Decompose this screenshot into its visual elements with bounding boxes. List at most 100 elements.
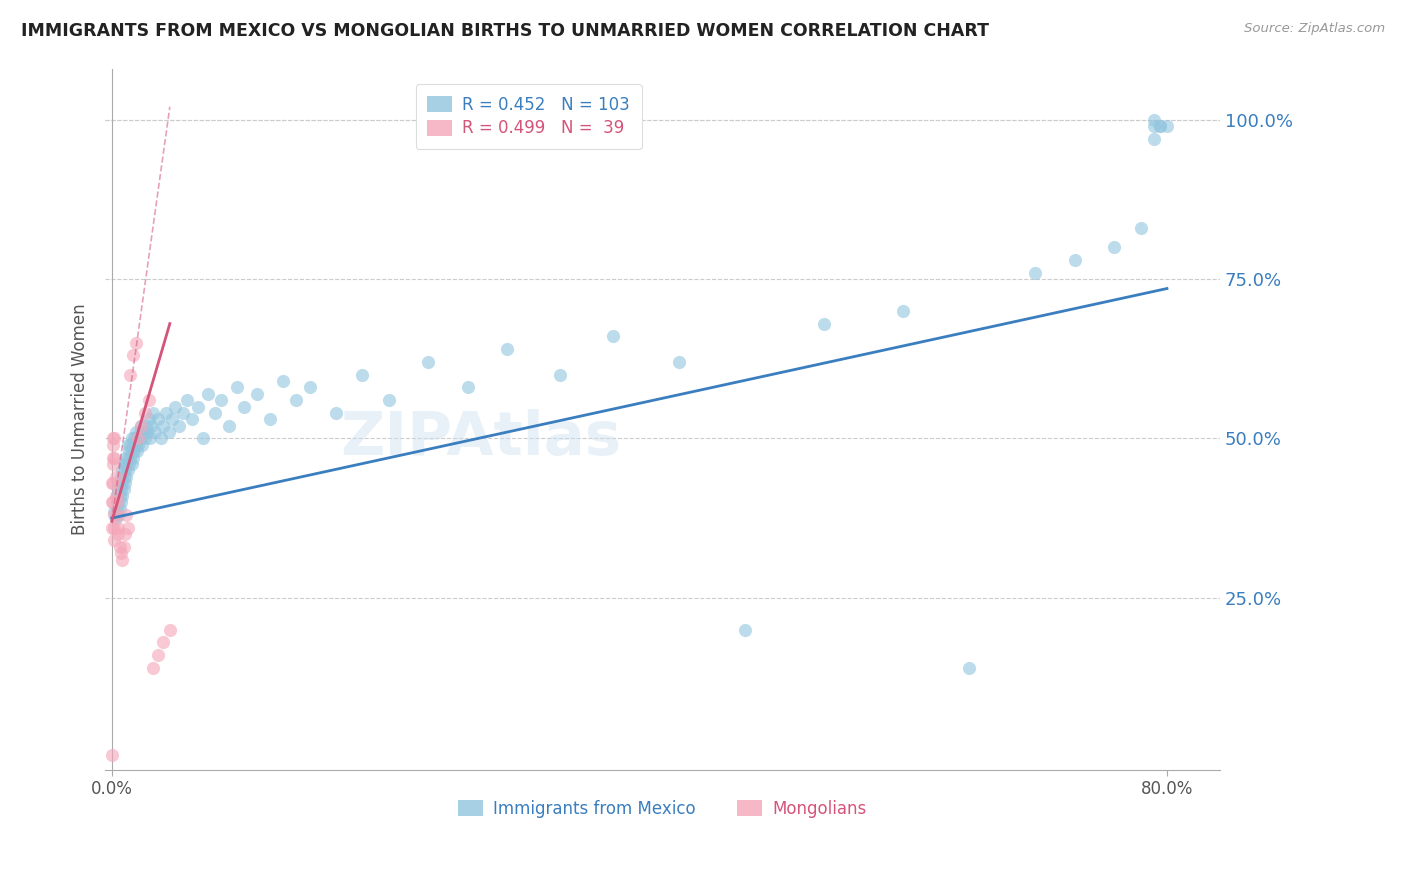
Point [120, 368, 142, 382]
Point [122, 450, 145, 465]
Point [197, 386, 219, 401]
Text: ZIPAtlas: ZIPAtlas [340, 409, 621, 468]
Point [325, 406, 347, 420]
Point [103, 431, 125, 445]
Point [112, 483, 135, 497]
Point [108, 489, 131, 503]
Point [1143, 131, 1166, 145]
Point [104, 511, 127, 525]
Point [114, 476, 136, 491]
Point [103, 533, 125, 548]
Point [105, 489, 128, 503]
Point [813, 317, 835, 331]
Point [117, 463, 139, 477]
Point [957, 661, 980, 675]
Point [117, 438, 139, 452]
Point [101, 450, 124, 465]
Point [101, 521, 124, 535]
Point [117, 450, 139, 465]
Point [1149, 119, 1171, 133]
Point [107, 527, 129, 541]
Point [107, 483, 129, 497]
Point [111, 552, 134, 566]
Point [138, 412, 160, 426]
Point [152, 635, 174, 649]
Point [101, 457, 124, 471]
Point [152, 418, 174, 433]
Point [114, 527, 136, 541]
Point [602, 329, 624, 343]
Point [115, 457, 138, 471]
Point [101, 438, 124, 452]
Point [112, 540, 135, 554]
Point [125, 431, 148, 445]
Point [186, 400, 208, 414]
Point [121, 431, 143, 445]
Point [128, 425, 150, 439]
Point [1063, 252, 1085, 267]
Point [135, 418, 157, 433]
Point [149, 431, 172, 445]
Point [110, 483, 132, 497]
Point [165, 400, 187, 414]
Point [114, 450, 136, 465]
Point [1143, 112, 1166, 127]
Point [121, 457, 143, 471]
Point [122, 349, 145, 363]
Point [115, 469, 138, 483]
Point [117, 521, 139, 535]
Point [172, 406, 194, 420]
Point [107, 495, 129, 509]
Point [110, 546, 132, 560]
Point [141, 418, 163, 433]
Point [136, 425, 159, 439]
Point [204, 406, 226, 420]
Y-axis label: Births to Unmarried Women: Births to Unmarried Women [72, 303, 89, 535]
Point [155, 406, 177, 420]
Point [118, 457, 141, 471]
Point [496, 342, 519, 356]
Point [122, 444, 145, 458]
Point [1143, 119, 1166, 133]
Point [101, 495, 124, 509]
Point [110, 469, 132, 483]
Point [378, 393, 401, 408]
Point [226, 380, 249, 394]
Point [285, 393, 308, 408]
Point [127, 438, 149, 452]
Point [120, 438, 142, 452]
Point [259, 412, 281, 426]
Point [101, 748, 124, 763]
Point [129, 418, 152, 433]
Point [1156, 119, 1178, 133]
Point [132, 425, 155, 439]
Point [124, 438, 146, 452]
Point [129, 431, 152, 445]
Point [134, 406, 156, 420]
Point [548, 368, 571, 382]
Legend: Immigrants from Mexico, Mongolians: Immigrants from Mexico, Mongolians [451, 794, 873, 825]
Point [121, 444, 143, 458]
Point [298, 380, 321, 394]
Point [103, 505, 125, 519]
Point [118, 444, 141, 458]
Point [1024, 266, 1046, 280]
Point [1129, 221, 1152, 235]
Point [159, 623, 181, 637]
Point [668, 355, 690, 369]
Point [734, 623, 756, 637]
Point [124, 425, 146, 439]
Point [103, 521, 125, 535]
Point [176, 393, 198, 408]
Point [138, 393, 160, 408]
Point [139, 431, 162, 445]
Point [124, 335, 146, 350]
Point [112, 469, 135, 483]
Point [105, 508, 128, 522]
Point [1149, 119, 1171, 133]
Point [122, 431, 145, 445]
Point [142, 406, 165, 420]
Point [209, 393, 232, 408]
Point [112, 457, 135, 471]
Point [108, 476, 131, 491]
